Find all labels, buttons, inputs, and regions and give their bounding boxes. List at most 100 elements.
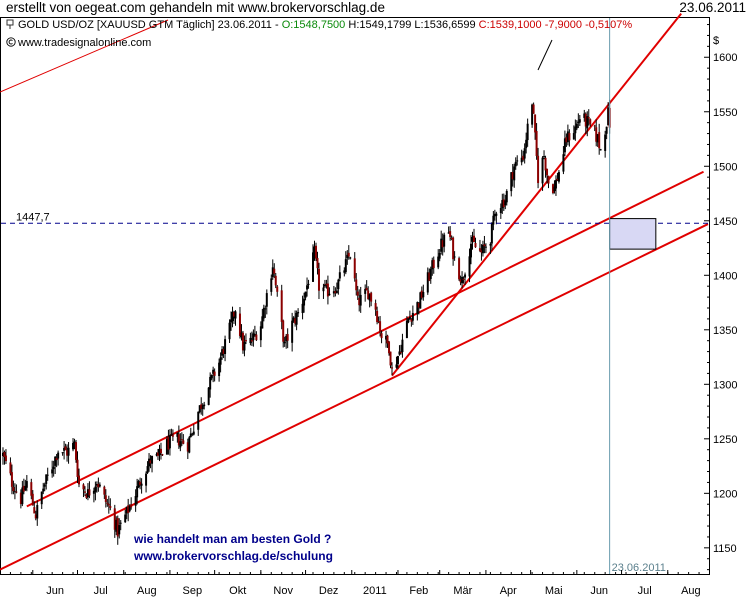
y-tick-label: 1600: [713, 52, 737, 64]
candle-body: [45, 474, 48, 484]
candle-body: [376, 310, 379, 323]
candle-body: [170, 434, 173, 436]
candle-body: [66, 450, 69, 456]
candle-body: [73, 441, 76, 444]
candle-body: [83, 491, 86, 493]
trend-line[interactable]: [26, 170, 704, 508]
y-tick-label: 1350: [713, 325, 737, 337]
candle-body: [440, 238, 443, 252]
candle-body: [605, 126, 608, 134]
candle-body: [180, 439, 183, 441]
trend-line-thin[interactable]: [0, 19, 169, 93]
candle-body: [461, 276, 464, 284]
candle-body: [221, 349, 224, 356]
header-date: 23.06.2011: [679, 0, 746, 15]
candle-body: [326, 283, 329, 297]
candle-body: [139, 481, 142, 485]
trend-line[interactable]: [391, 13, 682, 377]
source-link[interactable]: www.tradesignalonline.com: [6, 37, 151, 49]
candle-body: [568, 133, 571, 141]
candle-body: [212, 369, 215, 374]
candle-body: [34, 514, 37, 519]
candle-body: [125, 506, 128, 514]
candle-body: [124, 514, 127, 523]
candle-body: [417, 302, 420, 308]
candle-body: [304, 291, 307, 298]
candle-body: [332, 291, 335, 294]
candle-body: [295, 312, 298, 325]
candle-body: [158, 448, 161, 456]
y-tick-label: 1500: [713, 161, 737, 173]
y-tick-label: 1150: [713, 543, 737, 555]
candle-body: [231, 311, 234, 322]
x-tick-label: Jul: [94, 585, 108, 597]
candle-body: [587, 117, 590, 119]
candle-body: [420, 290, 423, 298]
candle-body: [583, 113, 586, 118]
candle-body: [72, 443, 75, 450]
candle-body: [553, 186, 556, 192]
candle-body: [283, 341, 286, 344]
candle-body: [171, 435, 174, 437]
candle-body: [127, 505, 130, 513]
page-title: erstellt von oegeat.com gehandeln mit ww…: [6, 0, 385, 15]
candle-body: [136, 486, 139, 498]
x-tick-label: Mär: [453, 585, 472, 597]
candle-body: [191, 433, 194, 435]
x-tick-label: Apr: [500, 585, 517, 597]
candle-body: [36, 505, 39, 519]
candle-body: [396, 356, 399, 365]
candle-body: [551, 184, 554, 194]
candle-body: [218, 362, 221, 377]
candle-body: [546, 168, 549, 176]
candle-body: [504, 200, 507, 206]
candle-body: [4, 455, 7, 462]
candle-body: [543, 156, 546, 158]
candle-body: [314, 245, 317, 259]
candle-body: [520, 157, 523, 163]
candle-body: [411, 312, 414, 321]
candle-body: [513, 166, 516, 181]
date-marker-label: 23.06.2011: [612, 562, 666, 574]
candle-body: [399, 352, 402, 354]
trend-line[interactable]: [0, 223, 709, 571]
candle-body: [201, 405, 204, 410]
legend-instrument: GOLD USD/OZ [XAUUSD GTM Täglich] 23.06.2…: [18, 19, 282, 31]
candle-body: [57, 452, 60, 459]
annotation-pointer: [537, 39, 553, 71]
candle-body: [557, 172, 560, 182]
y-tick-label: 1550: [713, 107, 737, 119]
candle-body: [464, 274, 467, 278]
candle-body: [607, 107, 610, 126]
candle-body: [12, 486, 15, 492]
target-zone-box: [609, 218, 657, 250]
candle-body: [541, 157, 544, 184]
candle-body: [22, 485, 25, 492]
candle-body: [67, 447, 70, 456]
candle-body: [522, 155, 525, 160]
candle-body: [428, 272, 431, 281]
candle-body: [276, 286, 279, 292]
candle-body: [197, 411, 200, 430]
candle-body: [431, 260, 434, 270]
candle-body: [55, 457, 58, 461]
x-tick-label: Jun: [590, 585, 608, 597]
annotation-link[interactable]: www.brokervorschlag.de/schulung: [134, 549, 333, 563]
candle-body: [422, 292, 425, 298]
candle-body: [572, 133, 575, 140]
candle-body: [344, 259, 347, 273]
candle-body: [443, 234, 446, 247]
x-tick-label: Nov: [273, 585, 293, 597]
candle-body: [556, 178, 559, 181]
candle-body: [234, 311, 237, 319]
candle-body: [64, 446, 67, 451]
candle-body: [31, 493, 34, 506]
candle-body: [407, 318, 410, 323]
candle-body: [470, 243, 473, 258]
candle-body: [472, 235, 475, 242]
candle-body: [249, 337, 252, 344]
candle-body: [323, 284, 326, 287]
candle-body: [118, 525, 121, 535]
pin-icon[interactable]: [6, 19, 14, 29]
